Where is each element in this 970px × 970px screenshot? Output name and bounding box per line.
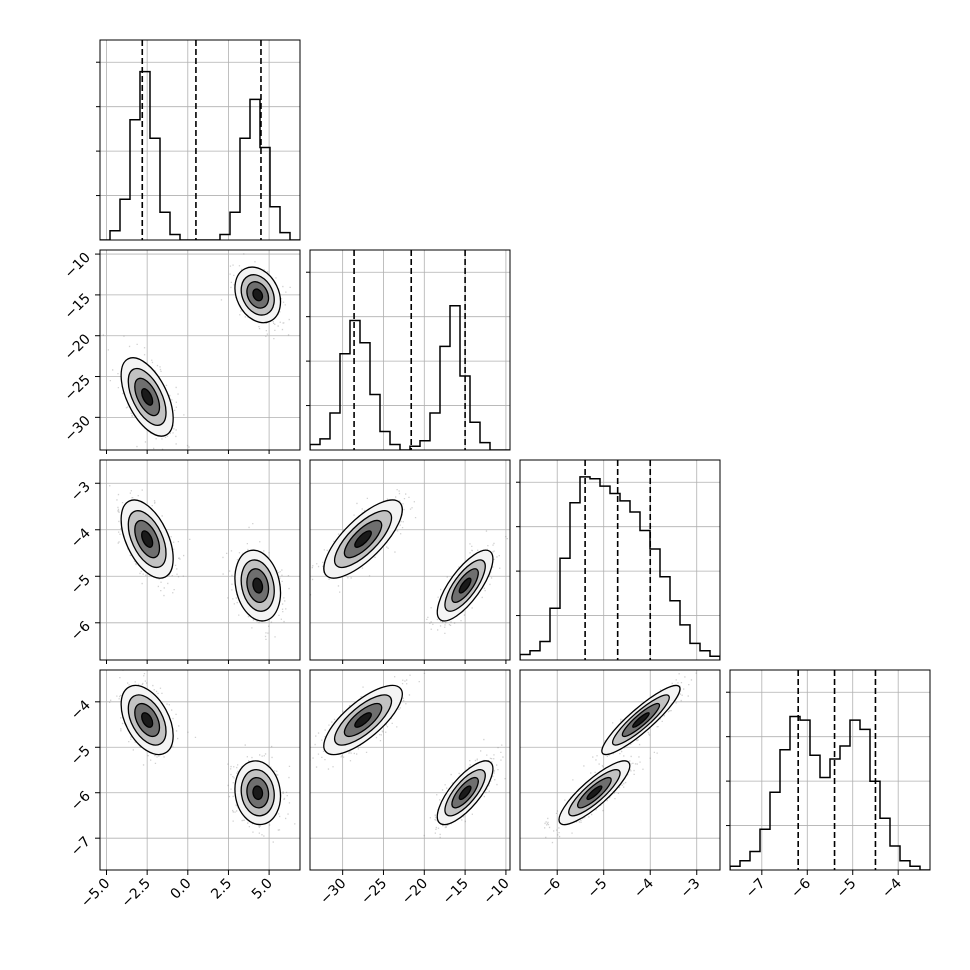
panel-2-1 bbox=[309, 459, 511, 664]
panel-1-1 bbox=[306, 249, 511, 451]
x-tick-label: −20 bbox=[399, 876, 431, 908]
panel-frame bbox=[99, 669, 301, 871]
y-tick-label: −10 bbox=[62, 250, 94, 282]
panel-content bbox=[100, 670, 300, 870]
panel-frame bbox=[99, 249, 301, 451]
panel-content bbox=[100, 460, 300, 660]
y-tick-label: −30 bbox=[62, 413, 94, 445]
x-tick-label: −4 bbox=[879, 875, 905, 901]
panel-2-0: −3 −4 −5 −6 bbox=[68, 459, 301, 664]
x-tick-label: −10 bbox=[481, 876, 513, 908]
density-contour bbox=[586, 785, 603, 801]
panel-frame bbox=[99, 459, 301, 661]
x-tick-label: 0.0 bbox=[168, 876, 195, 903]
y-tick-label: −15 bbox=[62, 290, 94, 322]
panel-frame bbox=[99, 39, 301, 241]
y-tick-label: −7 bbox=[68, 834, 94, 860]
density-contour bbox=[354, 712, 372, 728]
panel-content bbox=[520, 460, 720, 660]
scatter-points bbox=[222, 523, 290, 640]
panel-frame bbox=[729, 669, 931, 871]
panel-content bbox=[100, 250, 300, 450]
density-contour bbox=[458, 577, 472, 594]
panel-frame bbox=[309, 459, 511, 661]
y-tick-label: −5 bbox=[68, 572, 94, 598]
density-contour bbox=[458, 785, 472, 801]
panel-3-1: −30 −25 −20 −15 −10 bbox=[309, 669, 513, 908]
x-tick-label: −5 bbox=[834, 876, 860, 902]
y-tick-label: −5 bbox=[68, 743, 94, 769]
x-tick-label: −30 bbox=[317, 876, 349, 908]
density-contour bbox=[252, 288, 264, 302]
x-tick-label: −6 bbox=[538, 875, 564, 901]
panel-frame bbox=[519, 669, 721, 871]
panel-frame bbox=[309, 669, 511, 871]
panel-frame bbox=[309, 249, 511, 451]
x-tick-label: 5.0 bbox=[249, 876, 276, 903]
y-tick-label: −20 bbox=[62, 331, 94, 363]
density-contour bbox=[252, 577, 264, 594]
x-tick-label: −5.0 bbox=[78, 876, 113, 911]
x-tick-label: −5 bbox=[585, 876, 611, 902]
density-contour bbox=[354, 530, 372, 548]
density-contour bbox=[632, 712, 650, 728]
histogram-series bbox=[310, 304, 510, 450]
x-tick-label: −6 bbox=[788, 875, 814, 901]
y-tick-label: −4 bbox=[68, 697, 94, 723]
panel-content bbox=[310, 460, 510, 660]
histogram-series bbox=[520, 476, 720, 660]
density-contour bbox=[141, 530, 154, 548]
panel-frame bbox=[519, 459, 721, 661]
x-tick-label: −2.5 bbox=[119, 876, 154, 911]
panel-content bbox=[310, 250, 510, 450]
x-tick-label: −4 bbox=[631, 875, 657, 901]
panel-3-2: −6 −5 −4 −3 bbox=[519, 669, 721, 902]
panel-content bbox=[100, 40, 300, 240]
density-contour bbox=[141, 388, 154, 406]
y-tick-label: −25 bbox=[62, 372, 94, 404]
panel-2-2 bbox=[516, 459, 721, 661]
histogram-series bbox=[730, 715, 930, 870]
density-contour bbox=[141, 712, 154, 728]
x-tick-label: −7 bbox=[743, 876, 769, 902]
panel-content bbox=[730, 670, 930, 870]
x-tick-label: 2.5 bbox=[208, 876, 235, 903]
panel-content bbox=[310, 670, 510, 870]
panel-0-0 bbox=[96, 39, 301, 241]
y-tick-label: −6 bbox=[68, 788, 94, 814]
panel-1-0: −10 −15 −20 −25 −30 bbox=[62, 249, 301, 454]
panel-3-0: −5.0 −2.5 0.0 2.5 5.0 −4 −5 −6 −7 bbox=[68, 669, 301, 911]
x-tick-label: −3 bbox=[678, 876, 704, 902]
density-contour bbox=[252, 785, 264, 801]
histogram-series bbox=[100, 70, 300, 240]
panel-content bbox=[520, 670, 720, 870]
x-tick-label: −15 bbox=[440, 876, 472, 908]
y-tick-label: −4 bbox=[68, 525, 94, 551]
x-tick-label: −25 bbox=[358, 876, 390, 908]
y-tick-label: −3 bbox=[68, 479, 94, 505]
y-tick-label: −6 bbox=[68, 618, 94, 644]
panel-3-3: −7 −6 −5 −4 bbox=[726, 669, 931, 902]
